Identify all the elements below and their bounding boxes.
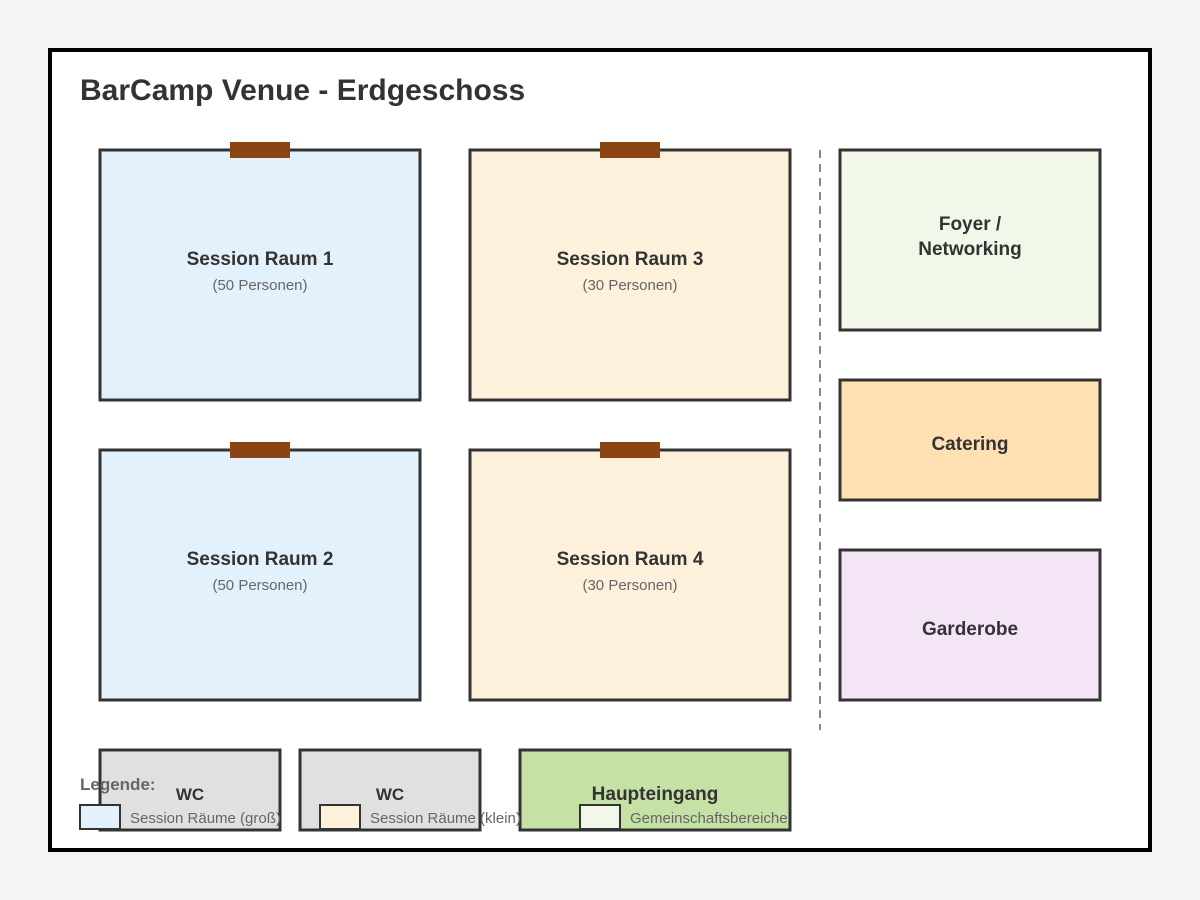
room-session-3-area [468, 148, 792, 402]
legend-label-common-areas: Gemeinschaftsbereiche [630, 810, 788, 827]
legend: Legende: Session Räume (groß) Session Rä… [79, 775, 788, 830]
room-session-1-name: Session Raum 1 [187, 249, 334, 270]
room-session-3-name: Session Raum 3 [557, 249, 704, 270]
room-foyer: Foyer / Networking [838, 148, 1102, 332]
room-entrance: Haupteingang [518, 748, 792, 832]
room-session-2-area [98, 448, 422, 702]
room-catering-area [838, 378, 1102, 502]
legend-title: Legende: [80, 775, 156, 794]
room-session-2-capacity: (50 Personen) [212, 577, 307, 594]
legend-swatch-common-areas [579, 804, 621, 830]
room-session-3: Session Raum 3 (30 Personen) [468, 142, 792, 402]
room-catering: Catering [838, 378, 1102, 502]
door-session-3 [600, 142, 660, 158]
room-session-4-name: Session Raum 4 [557, 549, 704, 570]
room-entrance-name: Haupteingang [592, 784, 719, 805]
room-entrance-area [518, 748, 792, 832]
legend-item-session-small: Session Räume (klein) [319, 804, 521, 830]
plan-title: BarCamp Venue - Erdgeschoss [80, 74, 525, 107]
room-wc-2-name: WC [376, 785, 404, 804]
room-session-3-capacity: (30 Personen) [582, 277, 677, 294]
room-garderobe: Garderobe [838, 548, 1102, 702]
door-session-1 [230, 142, 290, 158]
legend-item-session-large: Session Räume (groß) [79, 804, 281, 830]
legend-label-session-large: Session Räume (groß) [130, 810, 281, 827]
room-session-1-capacity: (50 Personen) [212, 277, 307, 294]
room-garderobe-area [838, 548, 1102, 702]
room-session-1-area [98, 148, 422, 402]
room-wc-1-area [98, 748, 282, 832]
room-session-4-area [468, 448, 792, 702]
room-session-2-name: Session Raum 2 [187, 549, 334, 570]
room-session-1: Session Raum 1 (50 Personen) [98, 142, 422, 402]
legend-swatch-session-small [319, 804, 361, 830]
room-session-2: Session Raum 2 (50 Personen) [98, 442, 422, 702]
door-session-2 [230, 442, 290, 458]
room-foyer-name-line1: Foyer / [939, 214, 1002, 235]
room-session-4: Session Raum 4 (30 Personen) [468, 442, 792, 702]
room-session-4-capacity: (30 Personen) [582, 577, 677, 594]
room-wc-1-name: WC [176, 785, 204, 804]
room-garderobe-name: Garderobe [922, 619, 1018, 640]
room-foyer-name-line2: Networking [918, 239, 1021, 260]
room-wc-1: WC [98, 748, 282, 832]
door-session-4 [600, 442, 660, 458]
legend-swatch-session-large [79, 804, 121, 830]
room-foyer-area [838, 148, 1102, 332]
legend-item-common-areas: Gemeinschaftsbereiche [579, 804, 788, 830]
legend-label-session-small: Session Räume (klein) [370, 810, 521, 827]
room-catering-name: Catering [931, 434, 1008, 455]
